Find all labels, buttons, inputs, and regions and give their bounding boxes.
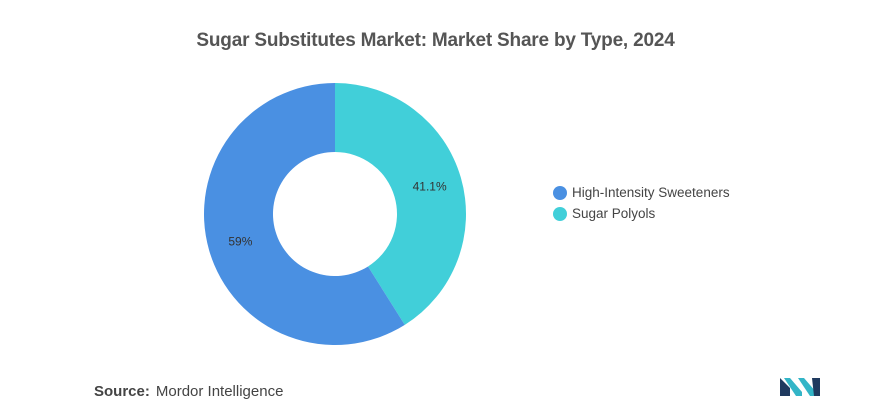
source-value: Mordor Intelligence: [155, 383, 284, 400]
legend-label-sugar-polyols: Sugar Polyols: [572, 206, 656, 221]
legend-item-high-intensity-sweeteners[interactable]: High-Intensity Sweeteners: [553, 182, 730, 203]
legend-label-high-intensity-sweeteners: High-Intensity Sweeteners: [572, 185, 730, 200]
source-label: Source:: [94, 383, 150, 400]
chart-legend: High-Intensity Sweeteners Sugar Polyols: [553, 182, 730, 224]
legend-swatch-high-intensity-sweeteners: [553, 185, 567, 200]
data-label-sugar-polyols: 41.1%: [413, 180, 447, 194]
data-label-high-intensity-sweeteners: 59%: [228, 234, 252, 248]
legend-item-sugar-polyols[interactable]: Sugar Polyols: [553, 203, 730, 224]
donut-slice-sugar-polyols[interactable]: [335, 83, 466, 325]
donut-slice-high-intensity-sweeteners[interactable]: [204, 83, 405, 346]
chart-title: Sugar Substitutes Market: Market Share b…: [196, 30, 675, 51]
source-note: Source: Mordor Intelligence: [94, 383, 283, 400]
mordor-intelligence-logo: [780, 378, 820, 396]
legend-swatch-sugar-polyols: [553, 206, 567, 221]
